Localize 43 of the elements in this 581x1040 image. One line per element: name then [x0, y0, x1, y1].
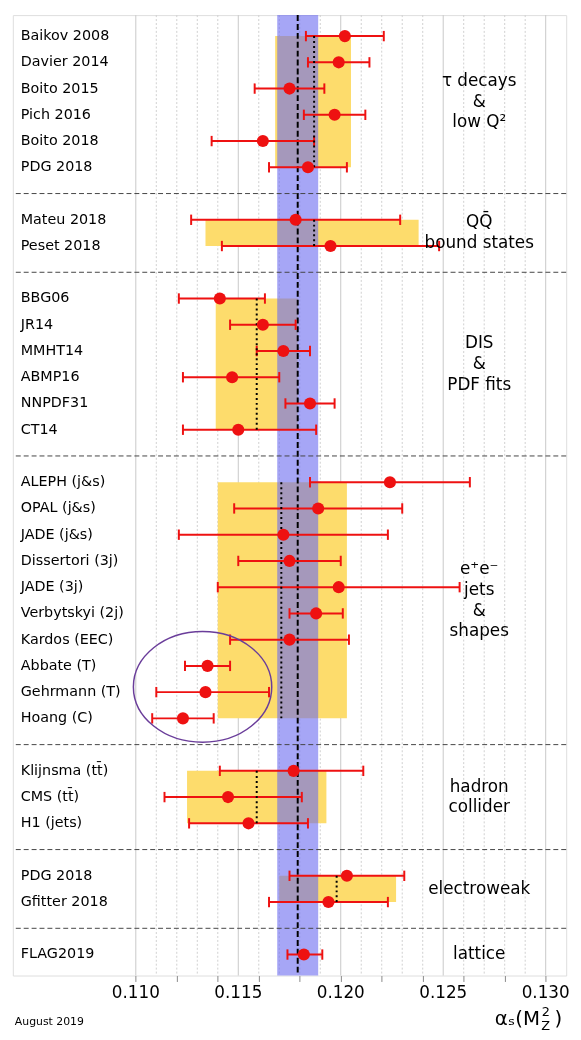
y-tick-label: Klijnsma (tt̄): [20, 761, 109, 778]
y-tick-label: ALEPH (j&s): [20, 473, 106, 490]
text: August 2019: [14, 1014, 84, 1028]
x-tick-label: 0.125: [419, 982, 468, 1003]
x-tick-label: 0.115: [214, 982, 263, 1003]
y-tick-label: Mateu 2018: [20, 210, 107, 227]
y-tick-label: JADE (j&s): [19, 525, 93, 542]
y-tick-label: Gehrmann (T): [20, 683, 121, 700]
y-tick-label: JADE (3j): [19, 578, 84, 595]
text: τ decays & low Q²: [441, 69, 517, 132]
x-tick-label: 0.120: [316, 982, 365, 1003]
y-tick-label: OPAL (j&s): [20, 499, 96, 516]
y-tick-label: Pich 2016: [20, 105, 91, 122]
y-tick-label: CT14: [20, 420, 58, 437]
text: hadron collider: [448, 775, 510, 817]
y-tick-label: NNPDF31: [20, 394, 89, 411]
y-tick-label: Davier 2014: [20, 53, 109, 70]
y-tick-label: Boito 2015: [20, 79, 99, 96]
y-tick-label: MMHT14: [20, 341, 84, 358]
y-tick-label: Kardos (EEC): [20, 630, 114, 647]
text: QQ̄ bound states: [424, 210, 534, 253]
y-tick-label: PDG 2018: [20, 866, 93, 883]
y-tick-label: BBG06: [20, 289, 70, 306]
y-tick-label: Baikov 2008: [20, 27, 110, 44]
y-tick-label: PDG 2018: [20, 158, 93, 175]
y-tick-label: H1 (jets): [20, 814, 83, 831]
y-tick-label: Dissertori (3j): [20, 551, 119, 568]
y-tick-label: Abbate (T): [20, 656, 97, 673]
y-tick-label: Peset 2018: [20, 236, 101, 253]
y-tick-label: Hoang (C): [20, 709, 93, 726]
text: e⁺e⁻ jets & shapes: [449, 558, 509, 641]
text: electroweak: [428, 877, 531, 898]
y-tick-label: FLAG2019: [20, 945, 95, 962]
text: DIS & PDF fits: [447, 332, 512, 394]
y-tick-label: Verbytskyi (2j): [20, 604, 124, 621]
text: lattice: [453, 943, 506, 964]
y-tick-label: Gfitter 2018: [20, 893, 108, 910]
x-tick-label: 0.130: [521, 982, 570, 1003]
y-tick-label: Boito 2018: [20, 132, 99, 149]
y-tick-label: CMS (tt̄): [20, 787, 80, 805]
y-tick-label: ABMP16: [20, 368, 80, 385]
y-tick-label: JR14: [19, 315, 54, 332]
x-tick-label: 0.110: [111, 982, 160, 1003]
